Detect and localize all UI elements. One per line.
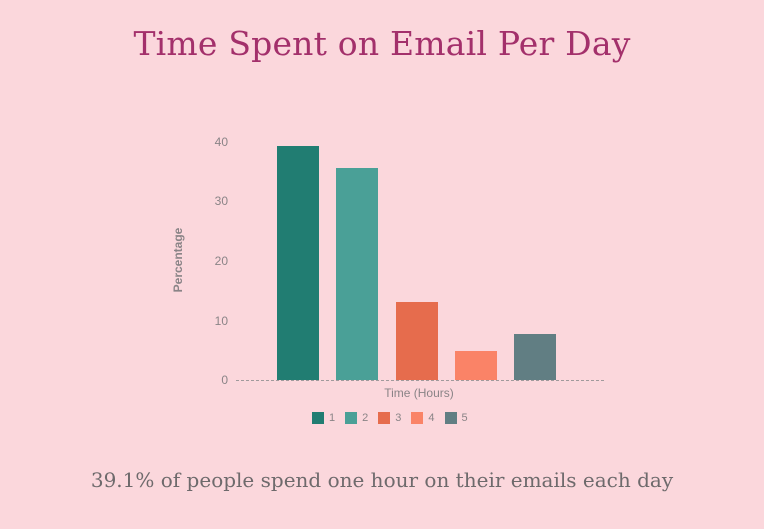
chart-caption: 39.1% of people spend one hour on their … <box>90 468 674 492</box>
legend-swatch <box>378 412 391 424</box>
legend-label: 5 <box>461 412 468 424</box>
legend-item[interactable]: 4 <box>411 412 435 424</box>
y-tick: 10 <box>214 314 228 328</box>
x-axis-label: Time (Hours) <box>384 386 454 400</box>
y-axis-label: Percentage <box>171 227 185 293</box>
legend-swatch <box>411 412 424 424</box>
legend-item[interactable]: 1 <box>312 412 335 424</box>
legend-swatch <box>345 412 358 424</box>
legend-item[interactable]: 5 <box>444 412 468 424</box>
bar-5[interactable] <box>514 333 557 380</box>
legend-swatch <box>312 412 324 424</box>
legend-label: 1 <box>329 412 336 424</box>
bar-4[interactable] <box>454 350 497 380</box>
zero-baseline <box>236 380 604 381</box>
bar-3[interactable] <box>395 302 438 380</box>
bar-1[interactable] <box>277 146 319 380</box>
legend: 1 2 3 4 5 <box>312 412 468 424</box>
legend-item[interactable]: 2 <box>345 412 368 424</box>
legend-label: 3 <box>395 412 402 424</box>
y-tick: 30 <box>214 194 228 208</box>
legend-item[interactable]: 3 <box>378 412 401 424</box>
y-tick: 40 <box>214 135 228 149</box>
legend-label: 4 <box>428 412 435 424</box>
y-tick: 20 <box>214 254 228 268</box>
y-tick: 0 <box>221 373 228 387</box>
legend-label: 2 <box>362 412 369 424</box>
legend-swatch <box>444 412 457 424</box>
chart-title: Time Spent on Email Per Day <box>133 24 631 63</box>
bar-2[interactable] <box>336 167 379 380</box>
